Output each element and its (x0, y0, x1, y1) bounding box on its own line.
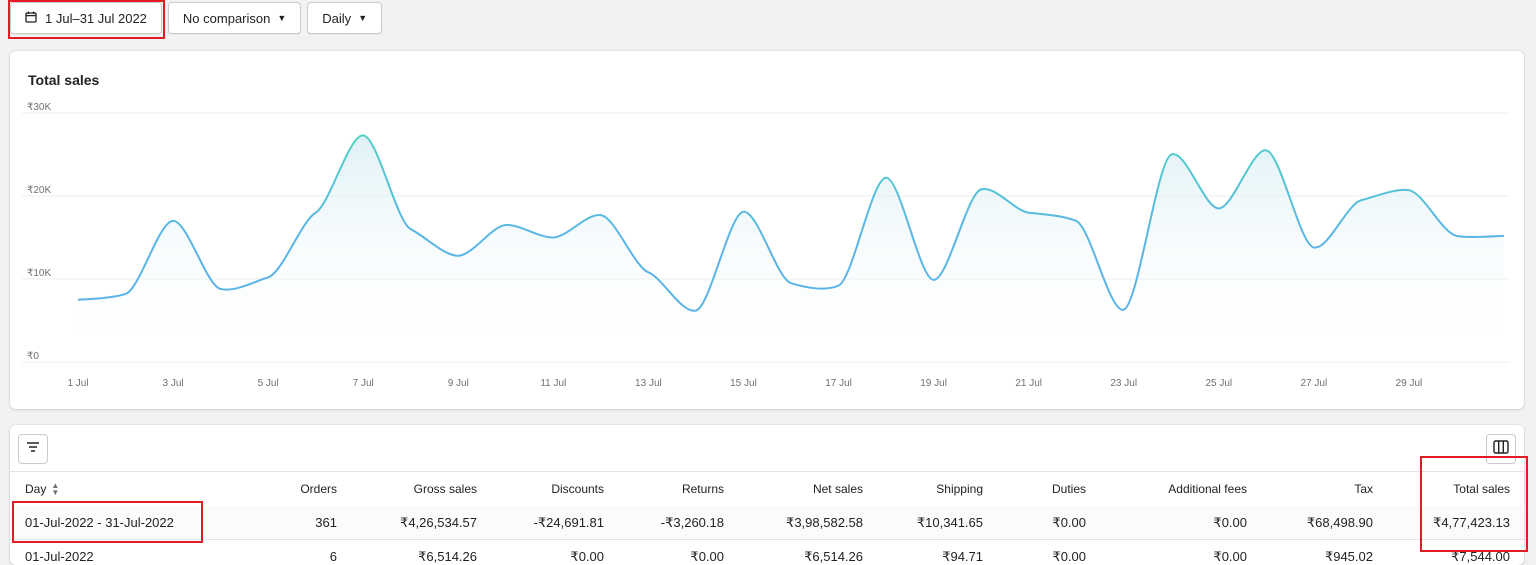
summary-tax: ₹68,498.90 (1306, 514, 1373, 530)
x-tick-label: 9 Jul (448, 378, 469, 389)
x-tick-label: 25 Jul (1205, 378, 1232, 389)
filter-button[interactable] (18, 434, 48, 464)
x-tick-label: 13 Jul (635, 378, 662, 389)
summary-returns: -₹3,260.18 (660, 514, 724, 530)
x-tick-label: 5 Jul (258, 378, 279, 389)
summary-discounts: -₹24,691.81 (533, 514, 604, 530)
table-header-row: Day ▲ ▼ Orders Gross sales Discounts Retu… (10, 471, 1524, 507)
summary-row: 01-Jul-2022 - 31-Jul-2022 361 ₹4,26,534.… (10, 506, 1524, 540)
column-header-returns[interactable]: Returns (681, 482, 724, 496)
y-tick-label: ₹10K (27, 268, 51, 279)
x-tick-label: 3 Jul (163, 378, 184, 389)
table-row[interactable]: 01-Jul-2022 6 ₹6,514.26 ₹0.00 ₹0.00 ₹6,5… (10, 540, 1524, 565)
date-range-label: 1 Jul–31 Jul 2022 (45, 10, 147, 26)
x-tick-label: 21 Jul (1015, 378, 1042, 389)
caret-down-icon: ▼ (277, 13, 287, 23)
calendar-icon (25, 11, 37, 26)
sort-icon[interactable]: ▲ ▼ (51, 481, 60, 497)
x-tick-label: 23 Jul (1110, 378, 1137, 389)
row-gross-sales: ₹6,514.26 (418, 548, 477, 564)
total-sales-chart: ₹30K ₹20K ₹10K ₹0 1 Jul 3 Jul 5 Jul 7 Jul 9 Jul 1… (22, 102, 1510, 389)
x-tick-label: 7 Jul (353, 378, 374, 389)
row-total-sales: ₹7,544.00 (1451, 548, 1510, 564)
interval-label: Daily (322, 10, 352, 26)
comparison-label: No comparison (182, 10, 271, 26)
chart-title: Total sales (28, 72, 100, 88)
summary-additional-fees: ₹0.00 (1213, 514, 1247, 530)
column-header-duties[interactable]: Duties (1051, 482, 1086, 496)
y-tick-label: ₹0 (27, 351, 39, 362)
summary-orders: 361 (315, 515, 337, 530)
summary-net-sales: ₹3,98,582.58 (786, 514, 863, 530)
row-orders: 6 (329, 549, 337, 564)
column-header-day[interactable]: Day ▲ ▼ (25, 481, 60, 497)
column-header-additional-fees[interactable]: Additional fees (1168, 482, 1247, 496)
columns-icon (1493, 439, 1509, 459)
row-tax: ₹945.02 (1324, 548, 1373, 564)
row-duties: ₹0.00 (1052, 548, 1086, 564)
summary-shipping: ₹10,341.65 (916, 514, 983, 530)
x-tick-label: 27 Jul (1301, 378, 1328, 389)
series-area (78, 135, 1504, 362)
column-header-gross-sales[interactable]: Gross sales (413, 482, 477, 496)
x-tick-label: 29 Jul (1396, 378, 1423, 389)
summary-duties: ₹0.00 (1052, 514, 1086, 530)
row-discounts: ₹0.00 (570, 548, 604, 564)
x-tick-label: 15 Jul (730, 378, 757, 389)
x-tick-label: 19 Jul (920, 378, 947, 389)
columns-button[interactable] (1486, 434, 1516, 464)
row-additional-fees: ₹0.00 (1213, 548, 1247, 564)
summary-gross-sales: ₹4,26,534.57 (400, 514, 477, 530)
filter-icon (26, 440, 40, 458)
column-header-shipping[interactable]: Shipping (936, 482, 983, 496)
column-header-tax[interactable]: Tax (1354, 482, 1373, 496)
report-toolbar: 1 Jul–31 Jul 2022 No comparison ▼ Daily … (10, 2, 383, 36)
x-tick-label: 1 Jul (67, 378, 88, 389)
summary-total-sales: ₹4,77,423.13 (1433, 514, 1510, 530)
x-tick-label: 11 Jul (540, 378, 566, 389)
series-line (77, 134, 1505, 312)
column-header-discounts[interactable]: Discounts (551, 482, 604, 496)
total-sales-chart-card: Total sales ₹30K ₹20K ₹10K ₹0 1 Jul 3 Jul 5 Ju… (10, 51, 1524, 409)
column-header-orders[interactable]: Orders (300, 482, 337, 496)
date-range-button[interactable]: 1 Jul–31 Jul 2022 (10, 2, 162, 34)
caret-down-icon: ▼ (358, 13, 368, 23)
row-returns: ₹0.00 (690, 548, 724, 564)
sales-table-card: Day ▲ ▼ Orders Gross sales Discounts Retu… (10, 425, 1524, 565)
y-tick-label: ₹30K (27, 102, 51, 113)
interval-dropdown[interactable]: Daily ▼ (307, 2, 383, 34)
row-shipping: ₹94.71 (942, 548, 983, 564)
y-tick-label: ₹20K (27, 185, 51, 196)
row-net-sales: ₹6,514.26 (804, 548, 863, 564)
row-day[interactable]: 01-Jul-2022 (25, 549, 94, 564)
column-header-total-sales[interactable]: Total sales (1453, 482, 1510, 496)
column-header-net-sales[interactable]: Net sales (812, 482, 863, 496)
summary-day: 01-Jul-2022 - 31-Jul-2022 (25, 515, 174, 530)
comparison-dropdown[interactable]: No comparison ▼ (167, 2, 302, 34)
x-tick-label: 17 Jul (825, 378, 852, 389)
